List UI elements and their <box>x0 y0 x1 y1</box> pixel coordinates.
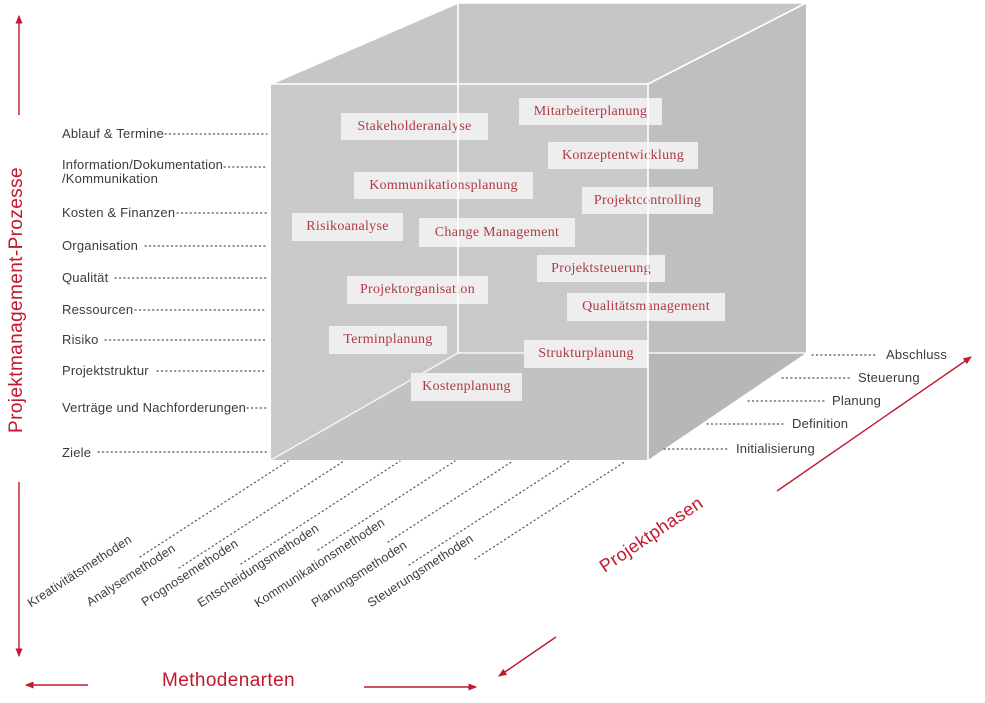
process-label: Information/Dokumentation /Kommunikation <box>62 157 224 186</box>
process-label: Ressourcen <box>62 302 134 317</box>
process-label: Kosten & Finanzen <box>62 205 176 220</box>
process-label: Qualität <box>62 270 109 285</box>
method-box: Risikoanalyse <box>292 213 403 241</box>
phase-leader-lines <box>663 354 879 450</box>
process-label: Ziele <box>62 445 92 460</box>
process-label: Verträge und Nachforderungen <box>62 400 247 415</box>
method-box: Projektcontrolling <box>582 187 713 214</box>
method-box: Mitarbeiterplanung <box>519 98 662 125</box>
phase-label: Steuerung <box>858 370 920 385</box>
phase-label: Definition <box>792 416 849 431</box>
process-label: Projektstruktur <box>62 363 149 378</box>
phase-label: Planung <box>832 393 882 408</box>
method-box: Kostenplanung <box>411 373 522 401</box>
axis-arrows <box>15 14 972 691</box>
process-label: Organisation <box>62 238 139 253</box>
method-box: Konzeptentwicklung <box>548 142 698 169</box>
cube-right-face <box>648 3 806 353</box>
method-box: Kommunikationsplanung <box>354 172 533 199</box>
method-box: Change Management <box>419 218 575 247</box>
method-box: Projektorganisation <box>347 276 488 304</box>
methods-axis-title: Methodenarten <box>162 670 296 691</box>
method-box: Projektsteuerung <box>537 255 665 282</box>
process-label: Ablauf & Termine <box>62 126 164 141</box>
method-box: Strukturplanung <box>524 340 648 368</box>
phase-label: Abschluss <box>886 347 948 362</box>
processes-axis-title: Projektmanagement-Prozesse <box>6 167 27 433</box>
method-box: Stakeholderanalyse <box>341 113 488 140</box>
phases-axis-arrow-upper <box>776 356 972 492</box>
cube-right-face-lower <box>648 353 806 460</box>
method-box: Terminplanung <box>329 326 447 354</box>
cube-floor-through-front <box>271 353 648 460</box>
process-leader-lines <box>97 133 268 453</box>
process-label: Risiko <box>62 332 99 347</box>
phase-label: Initialisierung <box>736 441 815 456</box>
method-type-leader-lines <box>139 460 627 569</box>
method-box: Qualitätsmanagement <box>567 293 725 321</box>
phases-axis-arrow-lower <box>498 636 557 677</box>
